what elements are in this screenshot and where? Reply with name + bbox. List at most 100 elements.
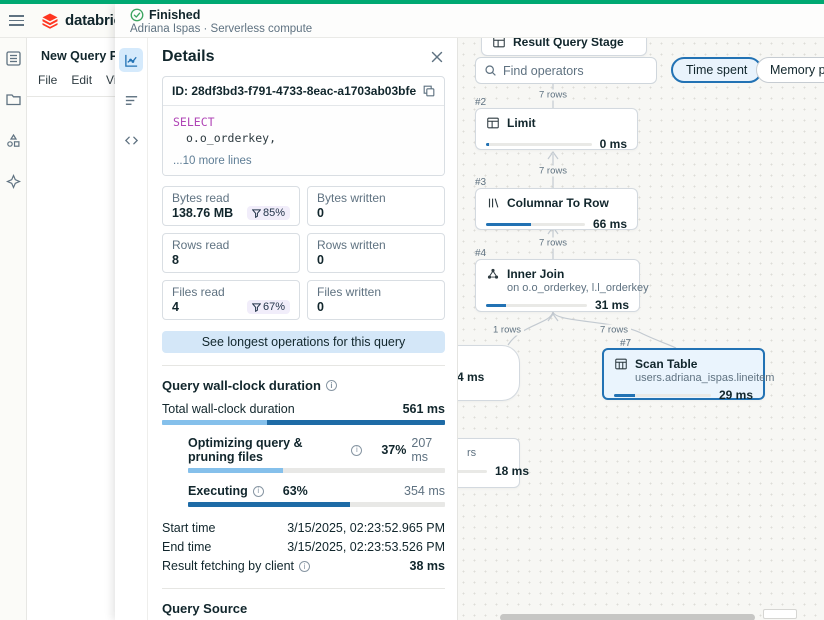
join-icon <box>487 268 499 279</box>
query-status-label: Finished <box>149 8 201 22</box>
horizontal-scrollbar[interactable] <box>500 614 755 620</box>
node-duration: 0 ms <box>599 137 627 151</box>
divider <box>162 588 445 589</box>
workspace-icon[interactable] <box>5 50 22 67</box>
table-icon <box>493 38 505 48</box>
node-title: Inner Join <box>507 267 565 281</box>
toggle-memory-peak[interactable]: Memory peak <box>756 57 824 83</box>
metric-bytes-read: Bytes read 138.76 MB 85% <box>162 186 300 226</box>
metric-files-read: Files read 4 67% <box>162 280 300 320</box>
node-number: #2 <box>475 97 487 108</box>
query-status-header: Finished Adriana Ispas · Serverless comp… <box>115 4 824 38</box>
tab-operator-list[interactable] <box>119 88 143 112</box>
node-title: Scan Table <box>635 357 698 371</box>
node-duration: 29 ms <box>718 388 753 402</box>
details-panel: Details ID: 28df3bd3-f791-4733-8eac-a170… <box>148 38 458 620</box>
sql-preview[interactable]: SELECT o.o_orderkey, ...10 more lines <box>163 106 444 175</box>
info-icon[interactable] <box>252 485 264 497</box>
edge-label: 7 rows <box>597 324 631 336</box>
node-title: Columnar To Row <box>507 196 609 210</box>
sql-more-lines-link[interactable]: ...10 more lines <box>173 155 252 167</box>
time-rows: Start time 3/15/2025, 02:23:52.965 PM End… <box>162 519 445 576</box>
node-scan-table[interactable]: Scan Table users.adriana_ispas.lineitem … <box>602 348 775 402</box>
wallclock-heading: Query wall-clock duration <box>162 378 321 393</box>
sql-keyword: SELECT <box>173 115 215 129</box>
copy-icon[interactable] <box>422 84 436 98</box>
filter-pruning-badge: 67% <box>246 300 290 314</box>
metric-rows-read: Rows read 8 <box>162 233 300 273</box>
tab-query-text[interactable] <box>119 128 143 152</box>
node-title: Result Query Stage <box>513 38 624 49</box>
code-icon <box>124 136 138 144</box>
sparkle-icon[interactable] <box>5 173 22 190</box>
node-limit[interactable]: Limit 0 ms <box>475 108 638 151</box>
funnel-icon <box>251 302 261 312</box>
funnel-icon <box>251 208 261 218</box>
sql-line: o.o_orderkey, <box>186 131 277 145</box>
node-number: #7 <box>620 338 632 349</box>
filter-lines-icon <box>125 95 137 105</box>
node-duration: 31 ms <box>594 298 629 312</box>
executing-label: Executing <box>188 484 248 498</box>
details-title: Details <box>162 48 215 65</box>
result-fetch-value: 38 ms <box>409 559 445 573</box>
top-accent-bar <box>0 0 824 4</box>
query-source-heading: Query Source <box>162 601 248 616</box>
notebook-menubar: File Edit Vie <box>27 71 123 97</box>
menu-file[interactable]: File <box>38 73 58 87</box>
node-subtitle-fragment: rs <box>467 447 477 459</box>
toggle-time-spent[interactable]: Time spent <box>671 57 763 83</box>
table-icon <box>615 358 627 370</box>
query-id: ID: 28df3bd3-f791-4733-8eac-a1703ab03bfe <box>172 84 417 98</box>
info-icon[interactable] <box>299 561 311 572</box>
find-operators-box[interactable] <box>475 57 657 84</box>
start-time-value: 3/15/2025, 02:23:52.965 PM <box>287 521 445 535</box>
node-number: #3 <box>475 177 487 188</box>
workflows-icon[interactable] <box>5 132 22 149</box>
search-icon <box>485 65 496 76</box>
start-time-label: Start time <box>162 521 216 535</box>
node-columnar-to-row[interactable]: Columnar To Row 66 ms <box>475 188 638 231</box>
databricks-logo-icon <box>42 13 58 29</box>
executing-percent: 63% <box>282 484 308 498</box>
info-icon[interactable] <box>351 444 363 456</box>
close-icon[interactable] <box>429 49 445 65</box>
info-icon[interactable] <box>325 380 337 391</box>
result-fetch-label: Result fetching by client <box>162 559 295 573</box>
node-title: Limit <box>507 116 536 130</box>
metric-files-written: Files written 0 <box>307 280 445 320</box>
node-partial-left[interactable]: 4 ms <box>458 345 520 401</box>
node-inner-join[interactable]: Inner Join on o.o_orderkey, l.l_orderkey… <box>475 259 649 312</box>
see-longest-operations-button[interactable]: See longest operations for this query <box>162 331 445 353</box>
edge-label: 7 rows <box>536 165 570 177</box>
divider <box>162 365 445 366</box>
node-duration: 18 ms <box>495 464 530 478</box>
node-duration: 4 ms <box>458 370 485 384</box>
menu-edit[interactable]: Edit <box>71 73 93 87</box>
node-partial-left-bottom[interactable]: rs 18 ms <box>458 438 529 488</box>
executing-value: 354 ms <box>404 484 445 498</box>
total-wallclock-bar <box>162 420 445 425</box>
notebook-tab[interactable]: New Query P <box>27 38 118 71</box>
total-wallclock-label: Total wall-clock duration <box>162 402 295 416</box>
query-plan-graph[interactable]: 7 rows 7 rows 7 rows 1 rows 7 rows Resul… <box>458 38 824 620</box>
optimizing-label: Optimizing query & pruning files <box>188 436 303 464</box>
table-icon <box>487 117 499 129</box>
edge-label: 1 rows <box>490 324 524 336</box>
hamburger-menu-icon[interactable] <box>9 11 29 31</box>
metric-bytes-written: Bytes written 0 <box>307 186 445 226</box>
tab-graph-view[interactable] <box>119 48 143 72</box>
node-subtitle: users.adriana_ispas.lineitem <box>635 372 775 384</box>
query-id-sql-card: ID: 28df3bd3-f791-4733-8eac-a1703ab03bfe… <box>162 76 445 176</box>
scrollbar-corner <box>763 609 797 619</box>
find-operators-input[interactable] <box>503 63 648 78</box>
folder-icon[interactable] <box>5 91 22 108</box>
columnar-icon <box>488 198 499 208</box>
executing-bar <box>188 502 445 507</box>
node-result-query-stage[interactable]: Result Query Stage <box>481 38 647 56</box>
notebook-panel: New Query P File Edit Vie <box>27 38 123 620</box>
chart-icon <box>124 54 137 67</box>
metrics-grid: Bytes read 138.76 MB 85% Bytes written 0… <box>162 186 445 320</box>
optimizing-value: 207 ms <box>411 436 433 464</box>
end-time-label: End time <box>162 540 212 554</box>
